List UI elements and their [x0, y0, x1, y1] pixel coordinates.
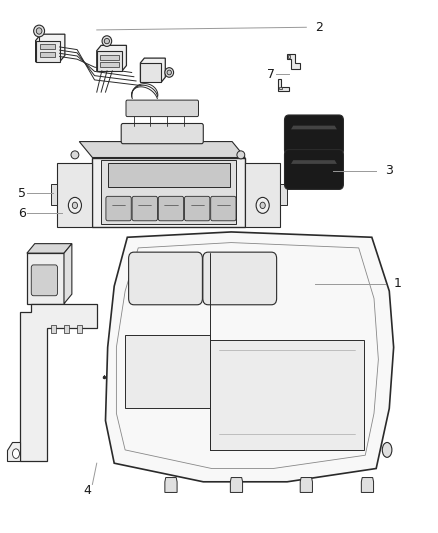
Polygon shape — [101, 160, 237, 224]
Ellipse shape — [34, 25, 45, 37]
Polygon shape — [51, 184, 57, 205]
Ellipse shape — [68, 197, 81, 213]
Text: 2: 2 — [315, 21, 323, 34]
Polygon shape — [79, 142, 245, 158]
Polygon shape — [210, 340, 364, 450]
Ellipse shape — [104, 38, 110, 44]
Polygon shape — [20, 304, 97, 461]
FancyBboxPatch shape — [285, 115, 343, 155]
Polygon shape — [57, 163, 92, 227]
FancyBboxPatch shape — [184, 196, 210, 221]
FancyBboxPatch shape — [211, 196, 236, 221]
Ellipse shape — [71, 151, 79, 159]
Ellipse shape — [102, 36, 112, 46]
Ellipse shape — [260, 202, 265, 208]
Polygon shape — [280, 184, 287, 205]
Polygon shape — [7, 442, 20, 461]
Polygon shape — [100, 55, 119, 60]
Polygon shape — [287, 54, 300, 69]
Ellipse shape — [165, 68, 173, 77]
Ellipse shape — [36, 28, 42, 34]
Polygon shape — [278, 79, 289, 91]
Polygon shape — [300, 478, 312, 492]
FancyBboxPatch shape — [121, 124, 203, 144]
FancyBboxPatch shape — [158, 196, 184, 221]
Polygon shape — [100, 62, 119, 67]
Polygon shape — [361, 478, 374, 492]
Ellipse shape — [237, 151, 245, 159]
FancyBboxPatch shape — [285, 150, 343, 189]
Polygon shape — [40, 44, 55, 49]
Polygon shape — [92, 158, 245, 227]
Text: 3: 3 — [385, 164, 393, 177]
Polygon shape — [125, 335, 210, 408]
Polygon shape — [141, 63, 161, 82]
Polygon shape — [165, 478, 177, 492]
Ellipse shape — [382, 442, 392, 457]
Text: 1: 1 — [394, 277, 402, 290]
FancyBboxPatch shape — [126, 100, 198, 117]
Text: 7: 7 — [267, 68, 275, 80]
FancyBboxPatch shape — [129, 252, 202, 305]
Polygon shape — [51, 325, 56, 333]
FancyBboxPatch shape — [203, 252, 277, 305]
Polygon shape — [291, 126, 337, 130]
Ellipse shape — [72, 202, 78, 208]
Polygon shape — [27, 253, 64, 304]
Polygon shape — [97, 45, 127, 71]
Polygon shape — [230, 478, 243, 492]
Polygon shape — [108, 163, 230, 187]
Polygon shape — [64, 244, 72, 304]
Polygon shape — [288, 55, 290, 58]
FancyBboxPatch shape — [106, 196, 131, 221]
Polygon shape — [35, 41, 60, 62]
Polygon shape — [97, 51, 122, 71]
Ellipse shape — [167, 70, 171, 75]
Polygon shape — [35, 34, 65, 62]
Polygon shape — [245, 163, 280, 227]
FancyBboxPatch shape — [31, 265, 57, 296]
Text: 5: 5 — [18, 187, 26, 200]
Polygon shape — [141, 58, 165, 82]
Ellipse shape — [256, 197, 269, 213]
Polygon shape — [64, 325, 69, 333]
Polygon shape — [27, 244, 72, 253]
Polygon shape — [106, 232, 394, 482]
Polygon shape — [77, 325, 82, 333]
Polygon shape — [40, 52, 55, 56]
Text: 4: 4 — [84, 484, 92, 497]
Ellipse shape — [12, 449, 19, 458]
Text: 6: 6 — [18, 207, 26, 220]
FancyBboxPatch shape — [132, 196, 157, 221]
Polygon shape — [279, 87, 282, 90]
Polygon shape — [291, 160, 337, 164]
